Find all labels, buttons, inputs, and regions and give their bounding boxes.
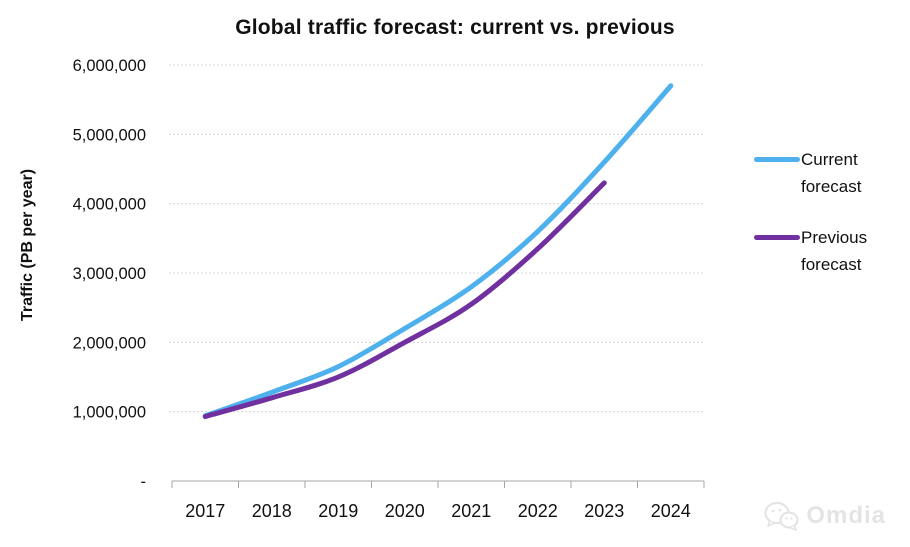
legend-item-current-forecast: Current forecast xyxy=(754,146,904,200)
y-axis-tick-label: 3,000,000 xyxy=(73,265,146,283)
legend-label: Previous forecast xyxy=(801,228,868,274)
previous-forecast-line-swatch xyxy=(754,235,800,240)
chart-title: Global traffic forecast: current vs. pre… xyxy=(235,16,675,39)
y-axis-tick-label: - xyxy=(141,473,147,491)
x-axis-tick-label: 2019 xyxy=(318,501,358,521)
x-axis-tick-label: 2018 xyxy=(252,501,292,521)
watermark-brand-text: Omdia xyxy=(806,502,886,529)
x-axis-tick-label: 2023 xyxy=(584,501,624,521)
omdia-watermark: Omdia xyxy=(764,501,886,531)
x-axis-tick-label: 2022 xyxy=(518,501,558,521)
y-axis-tick-label: 5,000,000 xyxy=(73,126,146,144)
y-axis-tick-label: 1,000,000 xyxy=(73,404,146,422)
wechat-bubbles-icon xyxy=(764,502,799,531)
x-axis-tick-label: 2020 xyxy=(385,501,425,521)
y-axis-tick-label: 2,000,000 xyxy=(73,334,146,352)
current-forecast-line xyxy=(202,83,674,419)
x-axis-tick-label: 2021 xyxy=(451,501,491,521)
y-axis-tick-label: 4,000,000 xyxy=(73,196,146,214)
x-axis-tick-label: 2017 xyxy=(185,501,225,521)
current-forecast-line-swatch xyxy=(754,157,800,162)
legend-item-previous-forecast: Previous forecast xyxy=(754,224,904,278)
chart-legend: Current forecast Previous forecast xyxy=(754,146,904,302)
x-axis-tick-label: 2024 xyxy=(651,501,691,521)
legend-label: Current forecast xyxy=(801,150,862,196)
previous-forecast-line xyxy=(202,180,607,420)
y-axis-tick-label: 6,000,000 xyxy=(73,57,146,75)
